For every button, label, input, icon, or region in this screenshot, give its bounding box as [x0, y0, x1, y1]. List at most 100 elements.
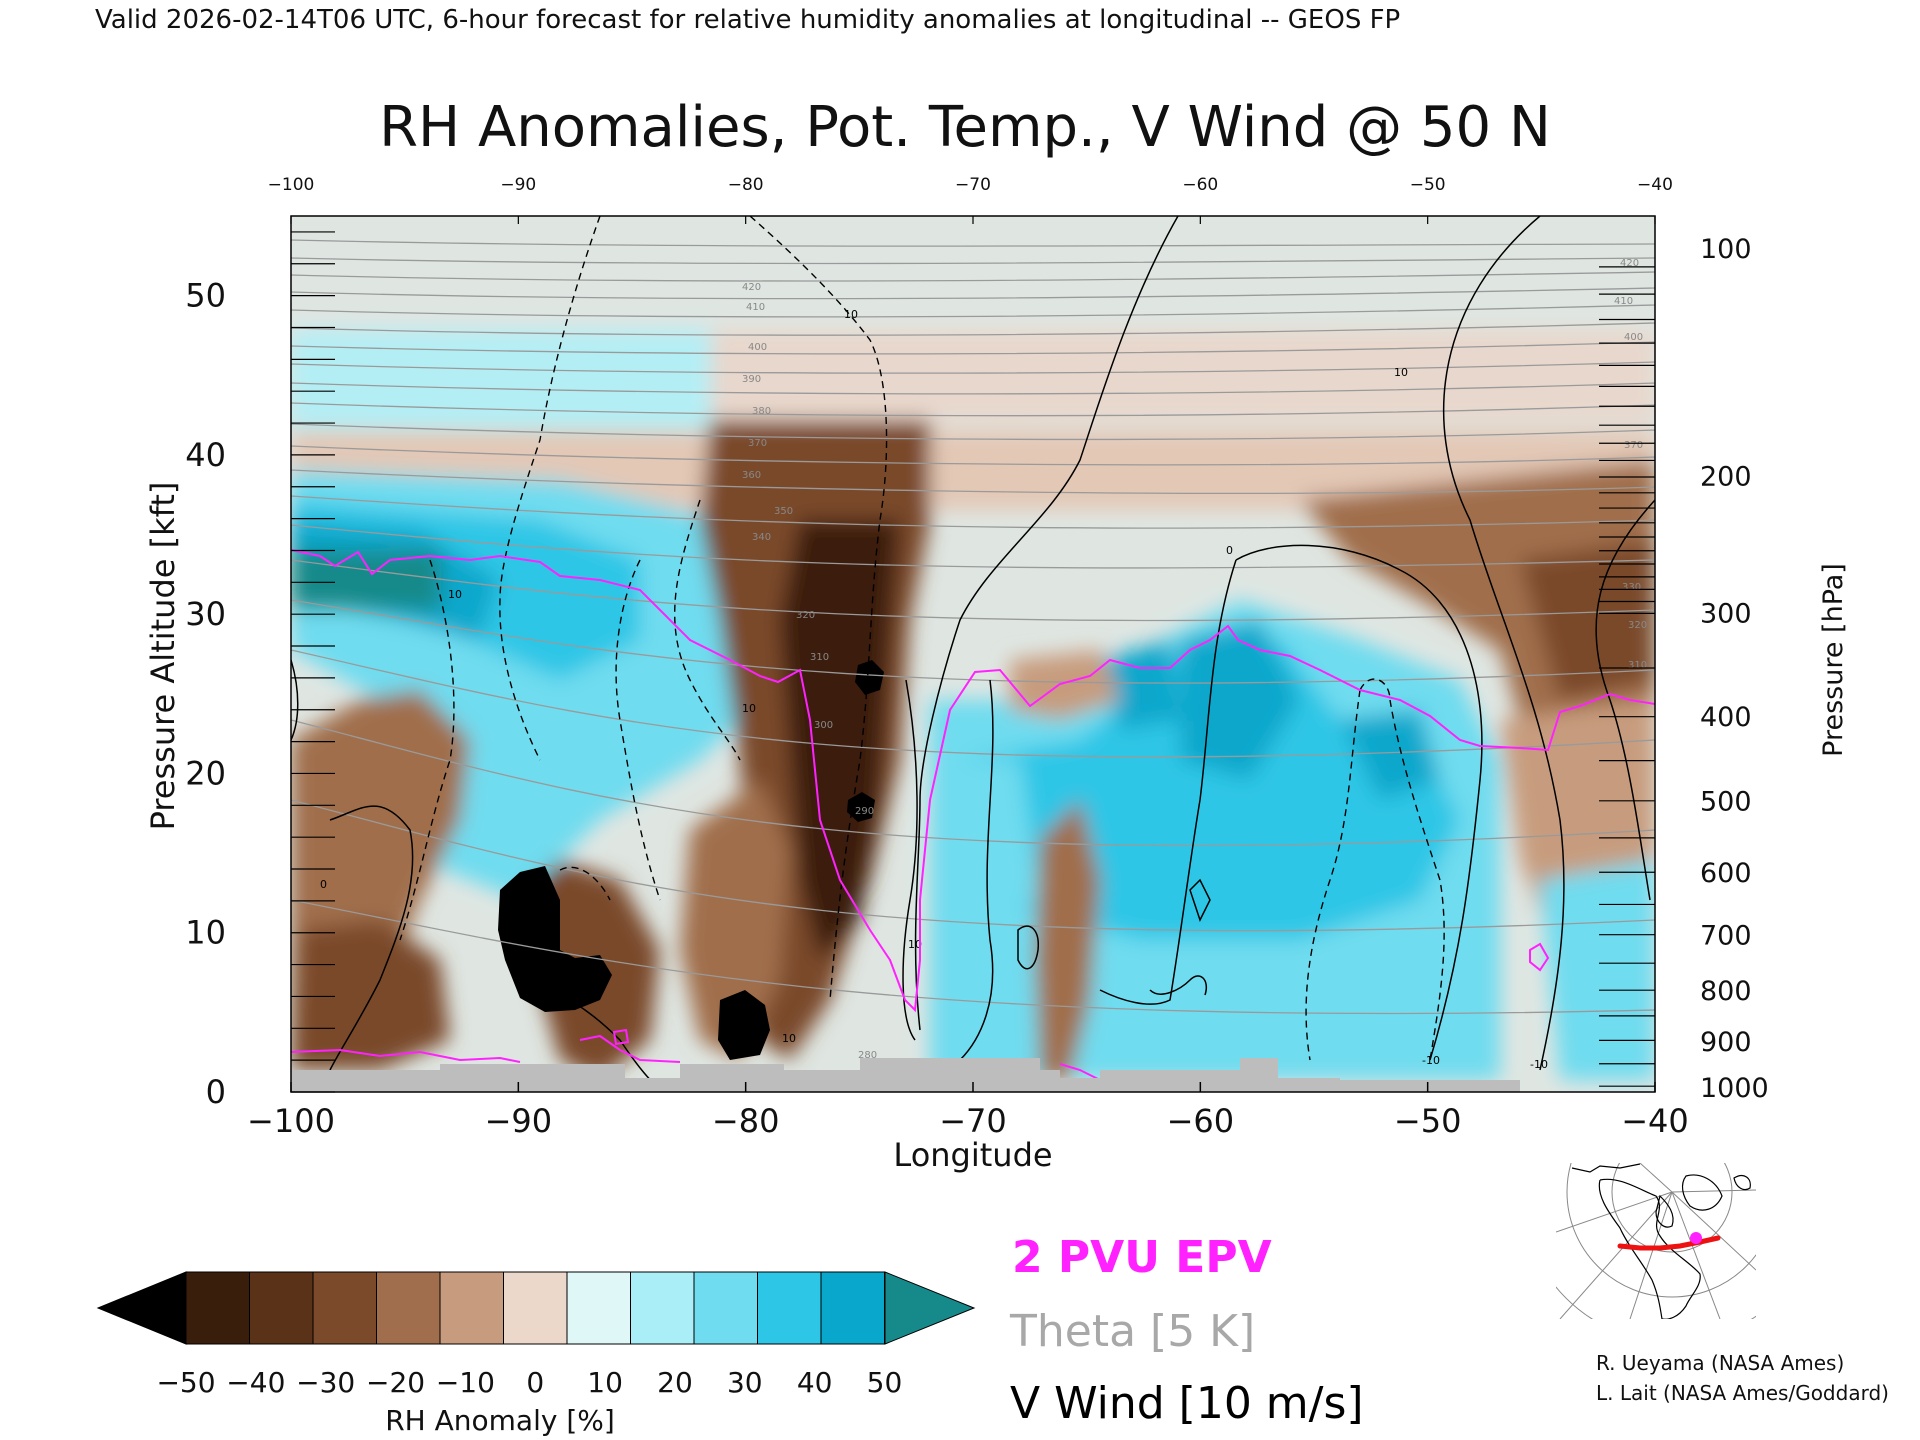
v-wind-negative-contours: [399, 216, 1445, 1061]
theta-label: 380: [752, 406, 771, 417]
wind-label: -10: [1530, 1058, 1548, 1071]
colorbar-tick-label: −10: [436, 1366, 495, 1399]
chart-title: RH Anomalies, Pot. Temp., V Wind @ 50 N: [379, 95, 1551, 160]
colorbar-tick-label: −30: [296, 1366, 355, 1399]
v-wind-contours: [291, 216, 1655, 1091]
cross-section-point: [1690, 1232, 1702, 1244]
theta-label: 320: [796, 610, 815, 621]
theta-label: 310: [1628, 660, 1647, 671]
x-ticks-bottom: −100 −90 −80 −70 −60 −50 −40: [247, 1082, 1689, 1140]
theta-contours: [291, 239, 1655, 1015]
pressure-tick-label: 400: [1700, 702, 1752, 733]
x-tick-label: −70: [939, 1102, 1007, 1140]
legend-epv: 2 PVU EPV: [1012, 1232, 1272, 1283]
colorbar-cell: [757, 1271, 822, 1345]
colorbar-tick-label: 0: [526, 1366, 544, 1399]
colorbar-tick-label: 20: [657, 1366, 693, 1399]
colorbar-tick-label: 40: [797, 1366, 833, 1399]
x-tick-label: −40: [1621, 1102, 1689, 1140]
theta-label: 400: [1624, 332, 1643, 343]
x-tick-label: −90: [485, 1102, 553, 1140]
colorbar-tick-label: −50: [156, 1366, 215, 1399]
x-ticks-top: −100 −90 −80 −70 −60 −50 −40: [268, 175, 1673, 224]
colorbar-cell: [630, 1271, 695, 1345]
theta-label: 420: [1620, 258, 1639, 269]
wind-label: 10: [448, 588, 462, 601]
pressure-tick-label: 300: [1700, 599, 1752, 630]
colorbar-cell: [249, 1271, 314, 1345]
colorbar-tick-label: −20: [366, 1366, 425, 1399]
colorbar-under-triangle: [96, 1271, 187, 1345]
x-tick-label-top: −70: [955, 175, 991, 195]
theta-label: 330: [1622, 582, 1641, 593]
colorbar-over-triangle: [884, 1271, 976, 1345]
valid-time-header: Valid 2026-02-14T06 UTC, 6-hour forecast…: [95, 5, 1400, 35]
rh-below-min-blob: [855, 660, 884, 695]
pressure-ticks-right: 100 200 300 400 500 600 700 800 900 1000: [1599, 234, 1769, 1104]
wind-label: 10: [844, 308, 858, 321]
x-tick-label-top: −40: [1637, 175, 1673, 195]
y-ticks-left: 0 10 20 30 40 50: [185, 231, 335, 1111]
pressure-tick-label: 100: [1700, 234, 1752, 265]
legend: 2 PVU EPV Theta [5 K] V Wind [10 m/s]: [1009, 1232, 1364, 1429]
x-tick-label-top: −100: [268, 175, 315, 195]
x-tick-label: −60: [1167, 1102, 1235, 1140]
pressure-tick-label: 900: [1700, 1027, 1752, 1058]
colorbar-cell: [693, 1271, 758, 1345]
y-tick-label: 20: [185, 754, 226, 792]
credit-line-1: R. Ueyama (NASA Ames): [1596, 1351, 1844, 1375]
x-tick-label-top: −90: [500, 175, 536, 195]
theta-label: 400: [748, 342, 767, 353]
colorbar-tick-label: 50: [867, 1366, 903, 1399]
colorbar-cell: [185, 1271, 250, 1345]
theta-contour-labels: 420 410 400 390 380 370 360 350 340 320 …: [742, 258, 1647, 1061]
x-tick-label: −50: [1394, 1102, 1462, 1140]
colorbar-cell: [566, 1271, 631, 1345]
x-tick-label: −80: [712, 1102, 780, 1140]
pressure-tick-label: 200: [1700, 462, 1752, 493]
y-tick-label: 40: [185, 436, 226, 474]
x-tick-label-top: −80: [728, 175, 764, 195]
y-tick-label: 30: [185, 595, 226, 633]
pressure-tick-label: 600: [1700, 858, 1752, 889]
credit-line-2: L. Lait (NASA Ames/Goddard): [1596, 1381, 1889, 1405]
wind-label: 0: [320, 878, 327, 891]
theta-label: 420: [742, 282, 761, 293]
theta-label: 340: [752, 532, 771, 543]
theta-label: 390: [742, 374, 761, 385]
v-wind-contour-labels: 10 10 10 10 10 10 0 0 -10 -10: [320, 308, 1548, 1071]
epv-2pvu-contour: [291, 549, 1655, 1081]
y-tick-label: 0: [206, 1073, 226, 1111]
theta-label: 370: [748, 438, 767, 449]
theta-label: 410: [1614, 296, 1633, 307]
colorbar-cell: [439, 1271, 504, 1345]
colorbar-tick-label: −40: [226, 1366, 285, 1399]
theta-label: 410: [746, 302, 765, 313]
theta-label: 290: [855, 806, 874, 817]
rh-below-min-blob: [498, 866, 612, 1012]
x-tick-label: −100: [247, 1102, 335, 1140]
pressure-tick-label: 500: [1700, 787, 1752, 818]
colorbar: −50 −40 −30 −20 −10 0 10 20 30 40 50 RH Anomaly [%…: [96, 1271, 976, 1437]
theta-label: 300: [814, 720, 833, 731]
colorbar-tick-label: 10: [587, 1366, 623, 1399]
colorbar-cell: [312, 1271, 377, 1345]
pressure-tick-label: 800: [1700, 976, 1752, 1007]
colorbar-cell: [503, 1271, 568, 1345]
theta-label: 320: [1628, 620, 1647, 631]
wind-label: 10: [1394, 366, 1408, 379]
theta-label: 350: [774, 506, 793, 517]
rh-below-min-blob: [718, 990, 770, 1060]
y-tick-label: 50: [185, 277, 226, 315]
theta-label: 370: [1624, 440, 1643, 451]
colorbar-cell: [820, 1271, 885, 1345]
pressure-tick-label: 1000: [1700, 1073, 1769, 1104]
wind-label: 10: [742, 702, 756, 715]
theta-label: 360: [742, 470, 761, 481]
colorbar-tick-label: 30: [727, 1366, 763, 1399]
legend-v-wind: V Wind [10 m/s]: [1010, 1378, 1364, 1429]
legend-theta: Theta [5 K]: [1009, 1306, 1255, 1357]
pressure-axis-label: Pressure [hPa]: [1818, 563, 1849, 757]
wind-label: 0: [1226, 544, 1233, 557]
